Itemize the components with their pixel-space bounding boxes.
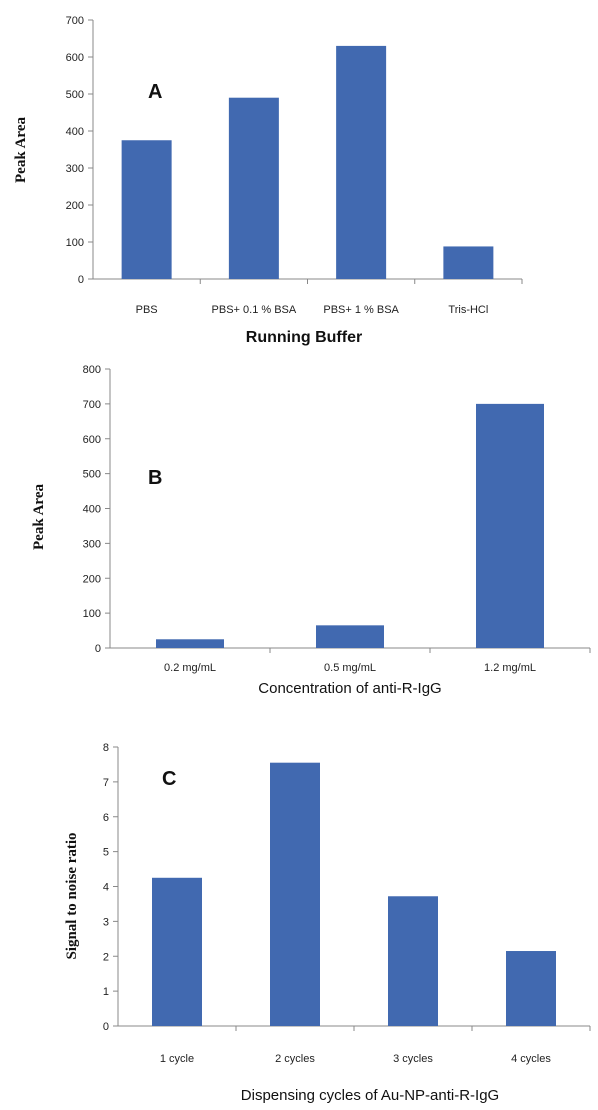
panel-label: A: [148, 81, 162, 103]
y-tick-label: 500: [66, 89, 84, 101]
y-tick-label: 4: [103, 882, 109, 894]
bar: [121, 140, 172, 279]
y-tick-label: 1: [103, 986, 109, 998]
bar: [506, 951, 556, 1026]
bar: [228, 97, 279, 279]
y-tick-label: 8: [103, 742, 109, 754]
y-axis-label: Signal to noise ratio: [64, 832, 80, 959]
bar: [336, 45, 387, 280]
bar: [388, 896, 438, 1026]
y-tick-label: 2: [103, 951, 109, 963]
y-tick-label: 200: [66, 200, 84, 212]
y-tick-label: 0: [103, 1021, 109, 1033]
x-tick-label: 2 cycles: [275, 1053, 315, 1065]
y-tick-label: 100: [66, 237, 84, 249]
y-axis-label: Peak Area: [13, 117, 29, 183]
x-tick-label: 0.2 mg/mL: [164, 662, 216, 674]
y-tick-label: 3: [103, 916, 109, 928]
y-tick-label: 300: [66, 163, 84, 175]
y-tick-label: 0: [95, 643, 101, 655]
panel-label: C: [162, 768, 176, 790]
y-tick-label: 800: [83, 364, 101, 376]
x-axis-label: Concentration of anti-R-IgG: [258, 680, 441, 697]
bar: [152, 877, 202, 1026]
x-tick-label: 0.5 mg/mL: [324, 662, 376, 674]
y-tick-label: 400: [83, 504, 101, 516]
y-tick-label: 5: [103, 847, 109, 859]
y-tick-label: 100: [83, 608, 101, 620]
x-tick-label: 3 cycles: [393, 1053, 433, 1065]
y-tick-label: 6: [103, 812, 109, 824]
x-tick-label: 1.2 mg/mL: [484, 662, 536, 674]
x-tick-label: Tris-HCl: [448, 304, 488, 316]
bar: [443, 246, 494, 279]
y-tick-label: 600: [66, 52, 84, 64]
y-axis-label: Peak Area: [31, 484, 47, 550]
bar: [270, 762, 320, 1026]
x-tick-label: PBS: [136, 304, 158, 316]
y-tick-label: 400: [66, 126, 84, 138]
y-tick-label: 500: [83, 469, 101, 481]
bar: [316, 625, 384, 648]
y-tick-label: 7: [103, 777, 109, 789]
y-tick-label: 600: [83, 434, 101, 446]
x-tick-label: PBS+ 1 % BSA: [323, 304, 399, 316]
y-tick-label: 300: [83, 538, 101, 550]
x-tick-label: PBS+ 0.1 % BSA: [212, 304, 297, 316]
bar: [476, 403, 544, 648]
y-tick-label: 700: [83, 399, 101, 411]
bar: [156, 639, 224, 648]
panel-label: B: [148, 467, 162, 489]
y-tick-label: 200: [83, 573, 101, 585]
x-tick-label: 4 cycles: [511, 1053, 551, 1065]
chart-b: Peak Area B Concentration of anti-R-IgG …: [31, 364, 591, 697]
x-axis-label: Running Buffer: [246, 329, 362, 346]
x-tick-label: 1 cycle: [160, 1053, 194, 1065]
y-tick-label: 700: [66, 15, 84, 27]
chart-c: Signal to noise ratio C Dispensing cycle…: [64, 742, 591, 1104]
y-tick-label: 0: [78, 274, 84, 286]
chart-a: Peak Area A Running Buffer 0 100 200 300 400…: [13, 15, 523, 346]
x-axis-label: Dispensing cycles of Au-NP-anti-R-IgG: [241, 1087, 499, 1104]
